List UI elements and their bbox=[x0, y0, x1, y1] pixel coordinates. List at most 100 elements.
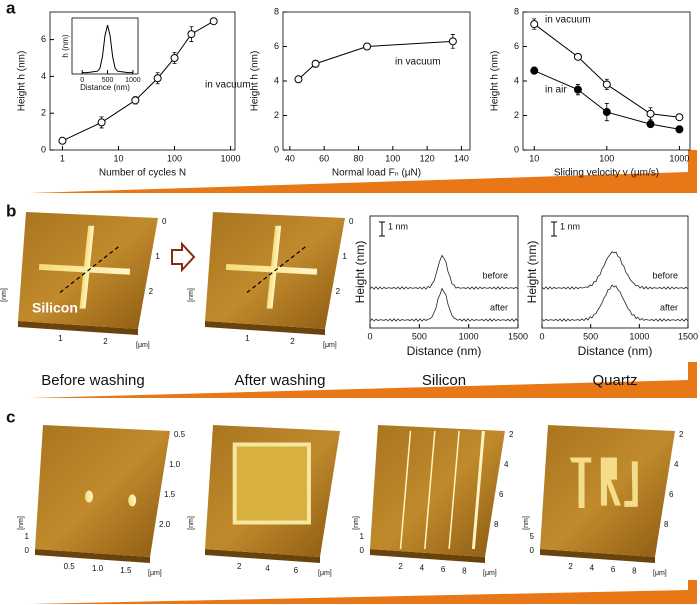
marker bbox=[530, 20, 539, 29]
bottom-tick-label: 4 bbox=[265, 564, 270, 573]
scale-label: 1 nm bbox=[560, 221, 580, 231]
y-axis-label: Height (nm) bbox=[525, 241, 539, 304]
panel-label: b bbox=[6, 201, 16, 220]
bottom-tick-label: 1.0 bbox=[92, 564, 104, 573]
y-tick-label: 4 bbox=[514, 75, 519, 85]
side-tick-label: 2 bbox=[336, 287, 341, 296]
bottom-tick-label: 6 bbox=[294, 566, 299, 575]
caption: After washing bbox=[235, 372, 326, 389]
y-axis-label: h (nm) bbox=[61, 34, 70, 57]
scale-bar bbox=[379, 221, 385, 237]
y-tick-label: 2 bbox=[41, 108, 46, 118]
afm-image bbox=[35, 425, 170, 563]
x-tick-label: 100 bbox=[385, 153, 400, 163]
bottom-tick-label: 1.5 bbox=[120, 566, 132, 575]
bottom-tick-label: 6 bbox=[611, 565, 616, 574]
afm-base bbox=[18, 321, 138, 335]
x-tick-label: 1000 bbox=[669, 153, 689, 163]
x-tick-label: 0 bbox=[80, 77, 84, 84]
curve-label: before bbox=[652, 270, 678, 280]
y-tick-label: 4 bbox=[41, 71, 46, 81]
x-unit: [μm] bbox=[323, 342, 337, 349]
dot bbox=[85, 490, 93, 503]
letter bbox=[569, 457, 592, 508]
marker bbox=[58, 136, 67, 145]
marker bbox=[209, 17, 218, 26]
afm-surface bbox=[540, 425, 675, 557]
y-axis-label: Height h (nm) bbox=[490, 51, 501, 112]
x-tick-label: 80 bbox=[353, 153, 363, 163]
x-tick-label: 100 bbox=[599, 153, 614, 163]
afm-surface bbox=[35, 425, 170, 557]
side-tick-label: 2 bbox=[149, 287, 154, 296]
bottom-tick-label: 1 bbox=[245, 334, 250, 343]
side-tick-label: 1 bbox=[342, 252, 347, 261]
x-tick-label: 500 bbox=[583, 331, 598, 341]
marker bbox=[602, 108, 611, 117]
y-axis-label: Height h (nm) bbox=[17, 51, 28, 112]
z-tick-label: 1 bbox=[25, 532, 30, 541]
wedges bbox=[30, 150, 697, 604]
marker bbox=[646, 109, 655, 118]
annotation: in air bbox=[545, 85, 567, 96]
y-tick-label: 0 bbox=[41, 144, 46, 154]
annotation: in vacuum bbox=[545, 15, 591, 26]
z-tick-label: 0 bbox=[530, 546, 535, 555]
x-tick-label: 500 bbox=[412, 331, 427, 341]
side-tick-label: 1.5 bbox=[164, 490, 176, 499]
marker bbox=[294, 75, 303, 84]
afm-base bbox=[370, 549, 485, 563]
y-tick-label: 6 bbox=[514, 41, 519, 51]
overlay-label: Silicon bbox=[32, 300, 78, 316]
bottom-tick-label: 2 bbox=[568, 562, 573, 571]
side-tick-label: 0 bbox=[162, 217, 167, 226]
x-unit: [μm] bbox=[318, 570, 332, 577]
bottom-tick-label: 6 bbox=[441, 565, 446, 574]
caption: Quartz bbox=[592, 372, 637, 389]
x-axis-label: Normal load Fₙ (μN) bbox=[332, 168, 421, 179]
y-tick-label: 6 bbox=[41, 34, 46, 44]
z-tick-label: 0 bbox=[25, 546, 30, 555]
bottom-tick-label: 4 bbox=[420, 564, 425, 573]
x-unit: [μm] bbox=[483, 570, 497, 577]
y-tick-label: 8 bbox=[514, 6, 519, 16]
line-scratch bbox=[399, 430, 412, 550]
x-tick-label: 10 bbox=[529, 153, 539, 163]
y-axis-label: Height h (nm) bbox=[250, 51, 261, 112]
marker bbox=[675, 113, 684, 122]
marker bbox=[153, 74, 162, 83]
letter bbox=[600, 457, 621, 506]
marker bbox=[363, 42, 372, 51]
x-axis-label: Distance (nm) bbox=[407, 344, 482, 358]
side-tick-label: 8 bbox=[664, 520, 669, 529]
side-tick-label: 4 bbox=[674, 460, 679, 469]
curve-label: after bbox=[660, 302, 678, 312]
z-unit: [nm] bbox=[1, 288, 8, 302]
scratch bbox=[225, 263, 318, 275]
x-tick-label: 500 bbox=[102, 77, 114, 84]
series-line bbox=[82, 24, 133, 74]
x-tick-label: 140 bbox=[454, 153, 469, 163]
x-tick-label: 40 bbox=[285, 153, 295, 163]
marker bbox=[170, 54, 179, 62]
x-unit: [μm] bbox=[136, 342, 150, 349]
x-tick-label: 100 bbox=[167, 153, 182, 163]
dot bbox=[128, 494, 137, 507]
side-tick-label: 0 bbox=[349, 217, 354, 226]
x-tick-label: 1000 bbox=[221, 153, 241, 163]
series-line bbox=[298, 40, 453, 80]
afm-base bbox=[205, 549, 320, 563]
marker bbox=[530, 66, 539, 75]
plot-frame bbox=[369, 215, 519, 329]
marker bbox=[646, 120, 655, 129]
marker bbox=[97, 118, 106, 127]
side-tick-label: 1.0 bbox=[169, 460, 181, 469]
bottom-tick-label: 2 bbox=[290, 337, 295, 346]
marker bbox=[573, 85, 582, 94]
arrow bbox=[171, 241, 196, 273]
z-tick-label: 0 bbox=[360, 546, 365, 555]
marker bbox=[675, 125, 684, 134]
line-scratch bbox=[424, 430, 436, 550]
x-tick-label: 60 bbox=[319, 153, 329, 163]
side-tick-label: 4 bbox=[504, 460, 509, 469]
